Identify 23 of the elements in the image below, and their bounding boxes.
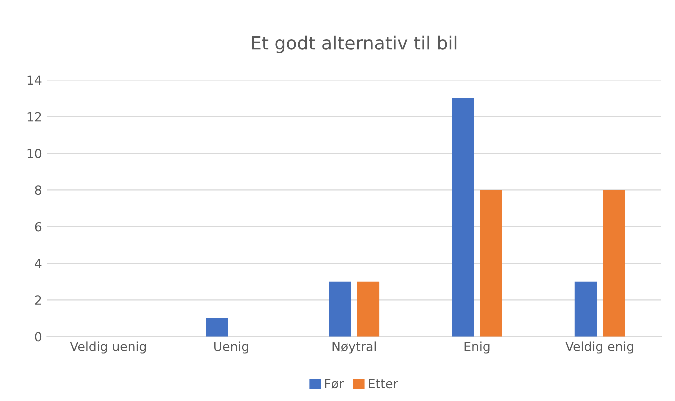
y-tick-label: 10 [28,148,42,158]
y-tick-label: 14 [28,76,42,85]
y-tick-label: 8 [35,186,42,196]
bar [357,282,380,337]
y-tick-label: 12 [28,112,42,122]
bar [206,318,228,337]
bar [603,190,626,337]
chart-title: Et godt alternativ til bil [252,36,457,54]
x-tick-label: Veldig enig [566,342,634,354]
y-tick-label: 4 [35,259,42,268]
x-tick-label: Uenig [214,342,248,354]
bar [329,282,352,337]
y-tick-label: 2 [35,296,42,305]
x-tick-label: Nøytral [332,342,376,354]
y-tick-label: 6 [35,222,42,232]
bar [452,98,474,337]
legend-label: Før [325,379,344,389]
legend-label: Etter [369,379,398,389]
y-tick-label: 0 [35,332,42,342]
bar [574,282,598,337]
x-tick-label: Veldig uenig [70,342,146,354]
bar [480,190,502,337]
x-tick-label: Enig [464,342,490,354]
